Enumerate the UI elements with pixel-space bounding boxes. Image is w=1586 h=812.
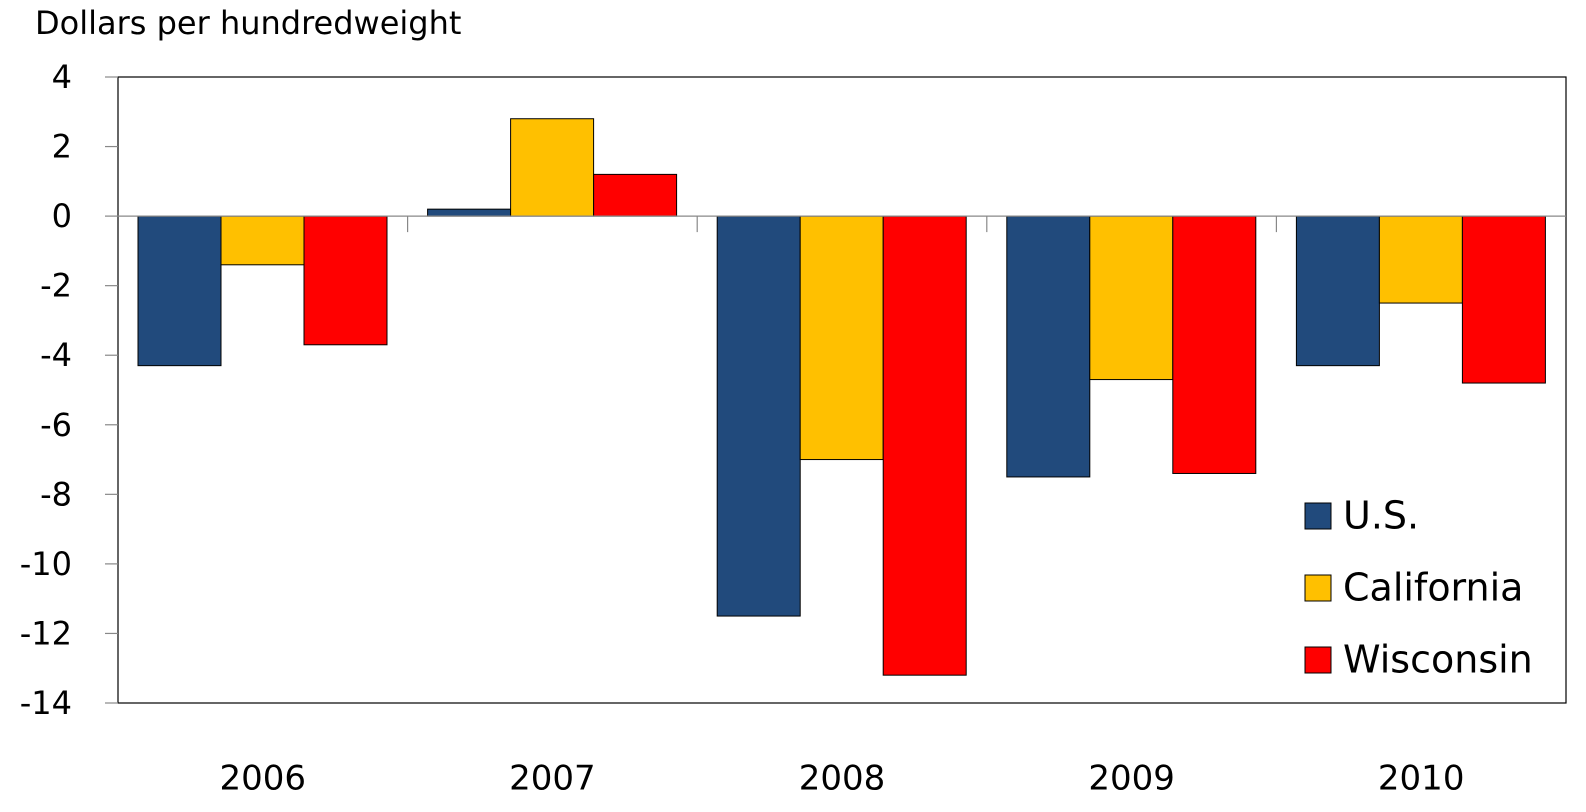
bar [1089,215,1174,381]
y-tick-label: 2 [52,128,72,166]
x-tick-label: 2006 [220,759,307,799]
bar [510,118,595,217]
bar [1461,215,1546,384]
legend-swatch [1304,574,1332,602]
bar [137,215,222,367]
bar [1172,215,1257,474]
bar [799,215,884,461]
legend-swatch [1304,502,1332,530]
legend-label: California [1343,566,1523,610]
legend-swatch [1304,646,1332,674]
bar [1295,215,1380,367]
y-tick-label: -6 [40,406,72,444]
y-tick-label: -8 [40,475,72,513]
x-tick-label: 2009 [1088,759,1175,799]
bar [593,173,678,217]
y-tick-label: 4 [52,58,72,96]
bar [220,215,305,266]
x-tick-label: 2007 [509,759,596,799]
legend-label: U.S. [1343,494,1419,538]
legend-label: Wisconsin [1343,638,1533,682]
y-tick-label: -2 [40,267,72,305]
y-tick-label: -14 [20,684,72,722]
y-tick-label: -4 [40,336,72,374]
y-tick-label: -10 [20,545,72,583]
x-tick-label: 2008 [799,759,886,799]
bar [1006,215,1091,478]
x-tick-label: 2010 [1378,759,1465,799]
y-axis-label: Dollars per hundredweight [35,4,461,42]
bar [1378,215,1463,304]
bar [303,215,388,346]
y-tick-label: -12 [20,614,72,652]
bar [716,215,801,617]
plot-frame [117,76,1567,704]
y-tick-label: 0 [52,197,72,235]
bar [427,208,512,217]
bar [882,215,967,676]
